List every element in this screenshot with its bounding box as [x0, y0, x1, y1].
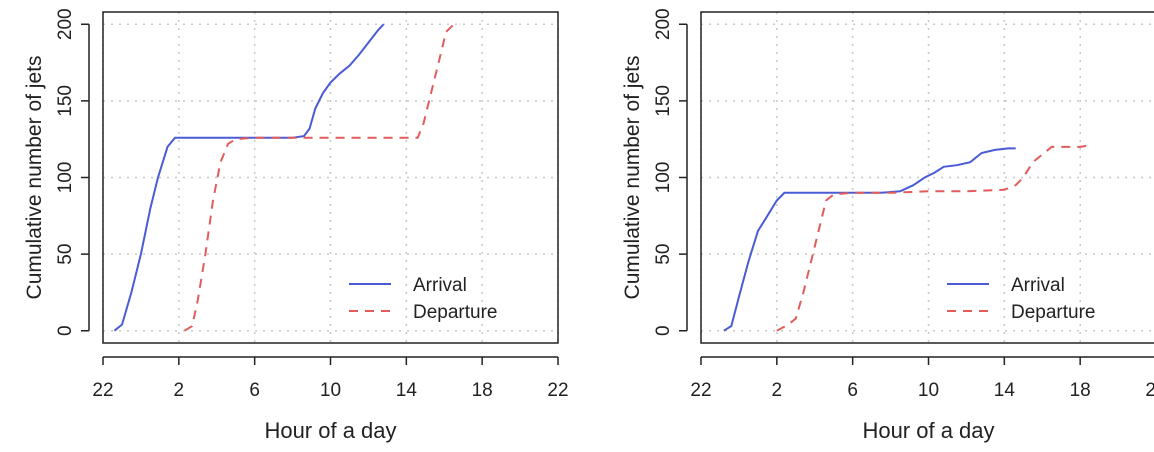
chart-0-y-axis: 0 50 100 150 200	[55, 8, 90, 336]
chart-1-x-tick-label-0: 22	[690, 380, 711, 401]
chart-1-y-tick-label-3: 150	[653, 85, 674, 117]
chart-1-y-axis: 0 50 100 150 200	[653, 8, 688, 336]
chart-0-y-tick-label-1: 50	[55, 244, 76, 265]
chart-1-legend-label-arrival: Arrival	[1011, 275, 1065, 296]
chart-1-legend: Arrival Departure	[947, 275, 1096, 323]
chart-0-x-tick-label-5: 18	[472, 380, 493, 401]
chart-0-plot-frame	[102, 11, 559, 344]
chart-1-series-departure-line	[776, 144, 1090, 332]
chart-1-grid	[700, 12, 1154, 343]
chart-1-x-tick-label-3: 10	[918, 380, 939, 401]
chart-0-x-axis-label: Hour of a day	[264, 418, 396, 443]
chart-0-y-axis-label: Cumulative number of jets	[23, 56, 46, 300]
chart-0-x-tick-label-3: 10	[320, 380, 341, 401]
chart-0-x-tick-label-6: 22	[547, 380, 568, 401]
chart-1-x-tick-label-2: 6	[847, 380, 858, 401]
chart-1-x-tick-label-4: 14	[994, 380, 1016, 401]
chart-1-y-tick-label-1: 50	[653, 244, 674, 265]
chart-1-x-tick-label-1: 2	[772, 380, 783, 401]
chart-0-legend: Arrival Departure	[349, 275, 498, 323]
chart-0-x-tick-label-2: 6	[249, 380, 260, 401]
chart-1-y-tick-label-4: 200	[653, 8, 674, 40]
chart-1-x-tick-label-6: 22	[1145, 380, 1154, 401]
chart-1-y-tick-label-2: 100	[653, 162, 674, 194]
chart-0-x-tick-label-1: 2	[174, 380, 185, 401]
chart-0-y-tick-label-0: 0	[55, 325, 76, 336]
chart-1-plot-frame	[700, 11, 1154, 344]
chart-1-x-tick-label-5: 18	[1070, 380, 1091, 401]
chart-1-y-tick-label-0: 0	[653, 325, 674, 336]
chart-1-legend-label-departure: Departure	[1011, 302, 1096, 323]
chart-0-y-tick-label-4: 200	[55, 8, 76, 40]
chart-1-y-axis-label: Cumulative number of jets	[621, 56, 644, 300]
chart-0-legend-label-departure: Departure	[413, 302, 498, 323]
chart-0-x-tick-label-0: 22	[92, 380, 113, 401]
chart-0-y-tick-label-2: 100	[55, 162, 76, 194]
chart-0-x-tick-label-4: 14	[396, 380, 418, 401]
chart-0-x-axis: 22 2 6 10 14 18 22	[92, 356, 569, 401]
chart-0-y-tick-label-3: 150	[55, 85, 76, 117]
chart-panel-left: 22 2 6 10 14 18 22 Hour of a day 0 50 100 150 200 Cum…	[0, 0, 577, 447]
chart-0-grid	[102, 12, 559, 343]
chart-1-series-arrival-line	[723, 147, 1016, 332]
chart-0-legend-label-arrival: Arrival	[413, 275, 467, 296]
chart-1-x-axis-label: Hour of a day	[862, 418, 994, 443]
chart-0-series-departure-line	[183, 23, 460, 332]
